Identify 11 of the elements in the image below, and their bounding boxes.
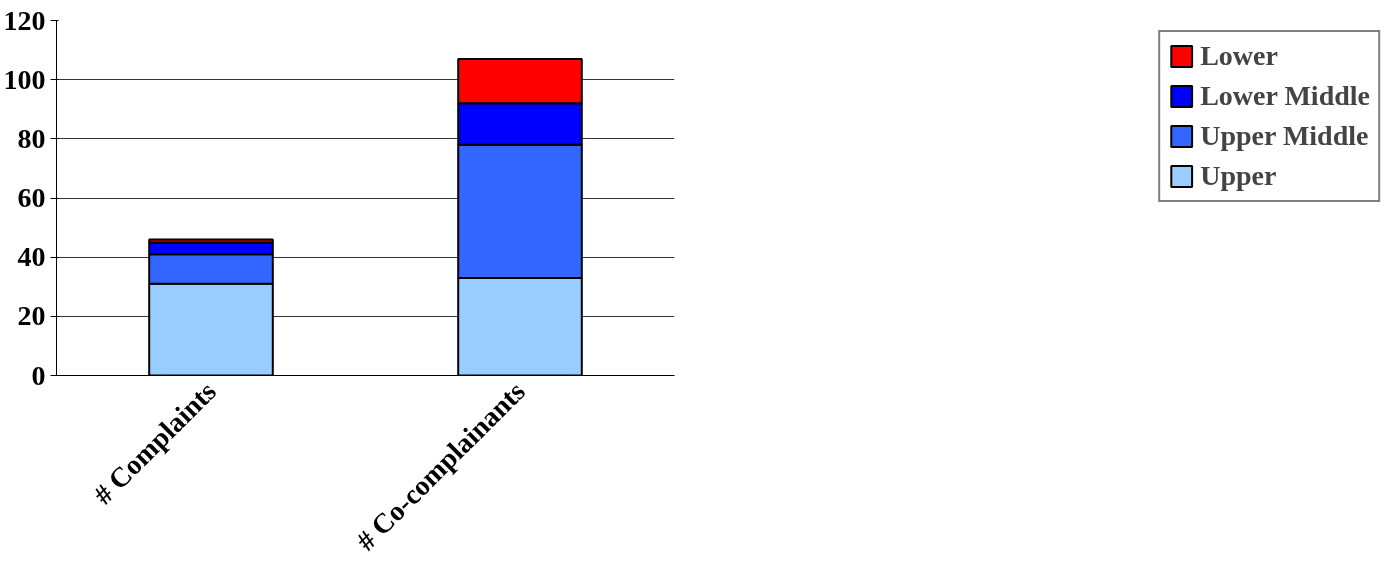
legend-label: Lower bbox=[1200, 40, 1278, 72]
y-tick-label: 100 bbox=[3, 63, 46, 95]
y-tick-label: 80 bbox=[17, 122, 46, 154]
legend-label: Lower Middle bbox=[1200, 80, 1370, 112]
legend-label: Upper bbox=[1200, 160, 1277, 192]
y-tick-label: 40 bbox=[17, 241, 46, 273]
y-tick-label: 120 bbox=[3, 4, 46, 36]
y-tick-label: 0 bbox=[31, 359, 46, 391]
y-tick-label: 20 bbox=[17, 300, 46, 332]
legend-label: Upper Middle bbox=[1200, 120, 1369, 152]
y-tick-label: 60 bbox=[17, 182, 46, 213]
